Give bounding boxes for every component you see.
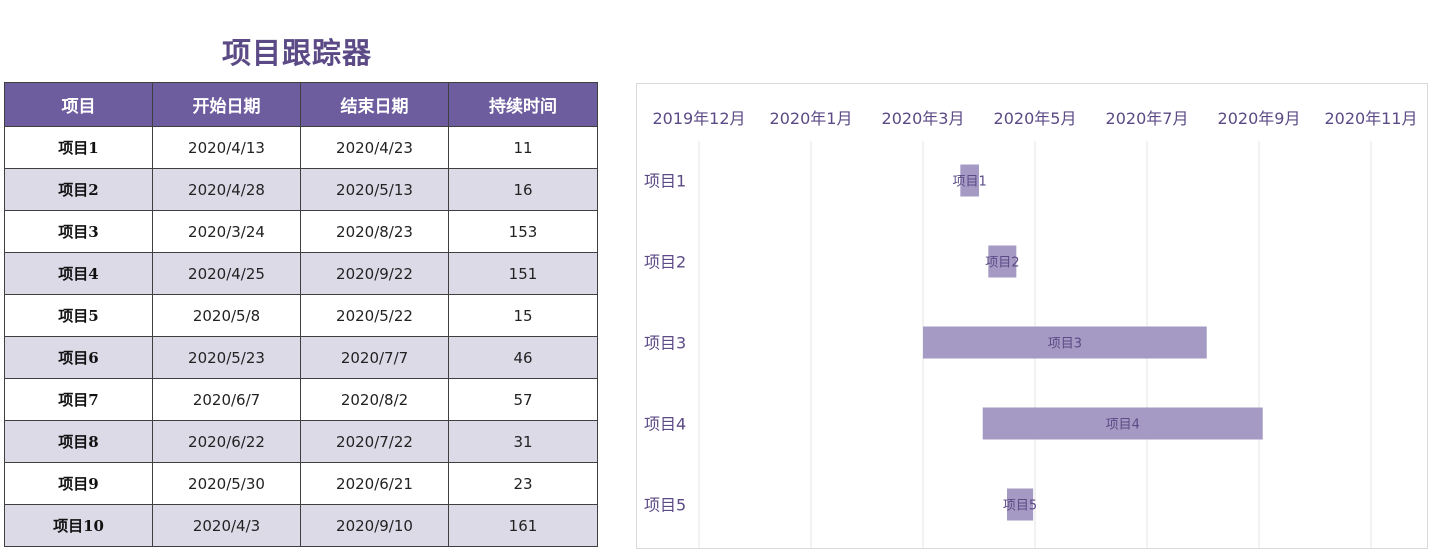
cell-duration[interactable]: 151 — [448, 252, 598, 295]
cell-end-date[interactable]: 2020/9/10 — [300, 504, 449, 547]
cell-start-date[interactable]: 2020/4/28 — [152, 168, 301, 211]
bar-data-label: 项目2 — [985, 256, 1019, 271]
cell-end-date[interactable]: 2020/8/23 — [300, 210, 449, 253]
cell-start-date[interactable]: 2020/5/30 — [152, 462, 301, 505]
cell-project-name[interactable]: 项目5 — [4, 294, 153, 337]
cell-duration[interactable]: 23 — [448, 462, 598, 505]
table-row: 项目9 2020/5/30 2020/6/21 23 — [4, 462, 598, 505]
cell-start-date[interactable]: 2020/5/23 — [152, 336, 301, 379]
cell-project-name[interactable]: 项目4 — [4, 252, 153, 295]
x-tick-label: 2020年5月 — [994, 109, 1077, 128]
cell-project-name[interactable]: 项目6 — [4, 336, 153, 379]
cell-duration[interactable]: 46 — [448, 336, 598, 379]
cell-end-date[interactable]: 2020/7/22 — [300, 420, 449, 463]
x-tick-label: 2020年9月 — [1218, 109, 1301, 128]
cell-project-name[interactable]: 项目2 — [4, 168, 153, 211]
gantt-bar — [988, 245, 1017, 278]
y-category-label: 项目5 — [644, 496, 686, 515]
bar-data-label: 项目1 — [953, 175, 987, 190]
column-header-duration[interactable]: 持续时间 — [448, 82, 598, 127]
cell-end-date[interactable]: 2020/6/21 — [300, 462, 449, 505]
cell-duration[interactable]: 11 — [448, 126, 598, 169]
gantt-bar — [982, 407, 1263, 440]
table-row: 项目6 2020/5/23 2020/7/7 46 — [4, 336, 598, 379]
gantt-chart-svg: 2019年12月 2020年1月 2020年3月 2020年5月 2020年7月 2020… — [644, 109, 1418, 548]
cell-end-date[interactable]: 2020/8/2 — [300, 378, 449, 421]
bar-data-label: 项目4 — [1106, 418, 1140, 433]
cell-duration[interactable]: 16 — [448, 168, 598, 211]
gantt-bar — [960, 164, 979, 197]
x-tick-label: 2020年7月 — [1106, 109, 1189, 128]
cell-duration[interactable]: 57 — [448, 378, 598, 421]
cell-end-date[interactable]: 2020/5/13 — [300, 168, 449, 211]
table-row: 项目2 2020/4/28 2020/5/13 16 — [4, 168, 598, 211]
table-header-row: 项目 开始日期 结束日期 持续时间 — [4, 82, 598, 127]
gantt-chart: 2019年12月 2020年1月 2020年3月 2020年5月 2020年7月 2020… — [636, 83, 1428, 549]
cell-project-name[interactable]: 项目8 — [4, 420, 153, 463]
x-tick-label: 2020年3月 — [882, 109, 965, 128]
cell-end-date[interactable]: 2020/7/7 — [300, 336, 449, 379]
y-category-label: 项目4 — [644, 415, 686, 434]
table-row: 项目3 2020/3/24 2020/8/23 153 — [4, 210, 598, 253]
table-row: 项目10 2020/4/3 2020/9/10 161 — [4, 504, 598, 547]
table-row: 项目5 2020/5/8 2020/5/22 15 — [4, 294, 598, 337]
cell-start-date[interactable]: 2020/4/25 — [152, 252, 301, 295]
cell-project-name[interactable]: 项目3 — [4, 210, 153, 253]
cell-duration[interactable]: 15 — [448, 294, 598, 337]
bar-data-label: 项目5 — [1003, 499, 1037, 514]
cell-project-name[interactable]: 项目1 — [4, 126, 153, 169]
cell-duration[interactable]: 31 — [448, 420, 598, 463]
x-tick-label: 2020年1月 — [770, 109, 853, 128]
column-header-project[interactable]: 项目 — [4, 82, 153, 127]
project-table: 项目 开始日期 结束日期 持续时间 项目1 2020/4/13 2020/4/23 1… — [4, 82, 598, 547]
cell-start-date[interactable]: 2020/3/24 — [152, 210, 301, 253]
cell-project-name[interactable]: 项目7 — [4, 378, 153, 421]
table-row: 项目7 2020/6/7 2020/8/2 57 — [4, 378, 598, 421]
page-title: 项目跟踪器 — [222, 36, 373, 70]
column-header-end-date[interactable]: 结束日期 — [300, 82, 449, 127]
table-row: 项目1 2020/4/13 2020/4/23 11 — [4, 126, 598, 169]
cell-project-name[interactable]: 项目10 — [4, 504, 153, 547]
y-category-label: 项目2 — [644, 253, 686, 272]
y-category-label: 项目3 — [644, 334, 686, 353]
cell-end-date[interactable]: 2020/5/22 — [300, 294, 449, 337]
cell-start-date[interactable]: 2020/6/7 — [152, 378, 301, 421]
cell-end-date[interactable]: 2020/4/23 — [300, 126, 449, 169]
bar-data-label: 项目3 — [1048, 337, 1082, 352]
table-row: 项目4 2020/4/25 2020/9/22 151 — [4, 252, 598, 295]
cell-start-date[interactable]: 2020/5/8 — [152, 294, 301, 337]
cell-duration[interactable]: 161 — [448, 504, 598, 547]
cell-end-date[interactable]: 2020/9/22 — [300, 252, 449, 295]
gantt-bar — [923, 326, 1207, 359]
cell-project-name[interactable]: 项目9 — [4, 462, 153, 505]
column-header-start-date[interactable]: 开始日期 — [152, 82, 301, 127]
cell-start-date[interactable]: 2020/6/22 — [152, 420, 301, 463]
x-tick-label: 2019年12月 — [652, 109, 745, 128]
cell-start-date[interactable]: 2020/4/13 — [152, 126, 301, 169]
table-row: 项目8 2020/6/22 2020/7/22 31 — [4, 420, 598, 463]
gantt-bar — [1007, 488, 1034, 521]
cell-start-date[interactable]: 2020/4/3 — [152, 504, 301, 547]
y-category-label: 项目1 — [644, 172, 686, 191]
x-tick-label: 2020年11月 — [1324, 109, 1417, 128]
cell-duration[interactable]: 153 — [448, 210, 598, 253]
